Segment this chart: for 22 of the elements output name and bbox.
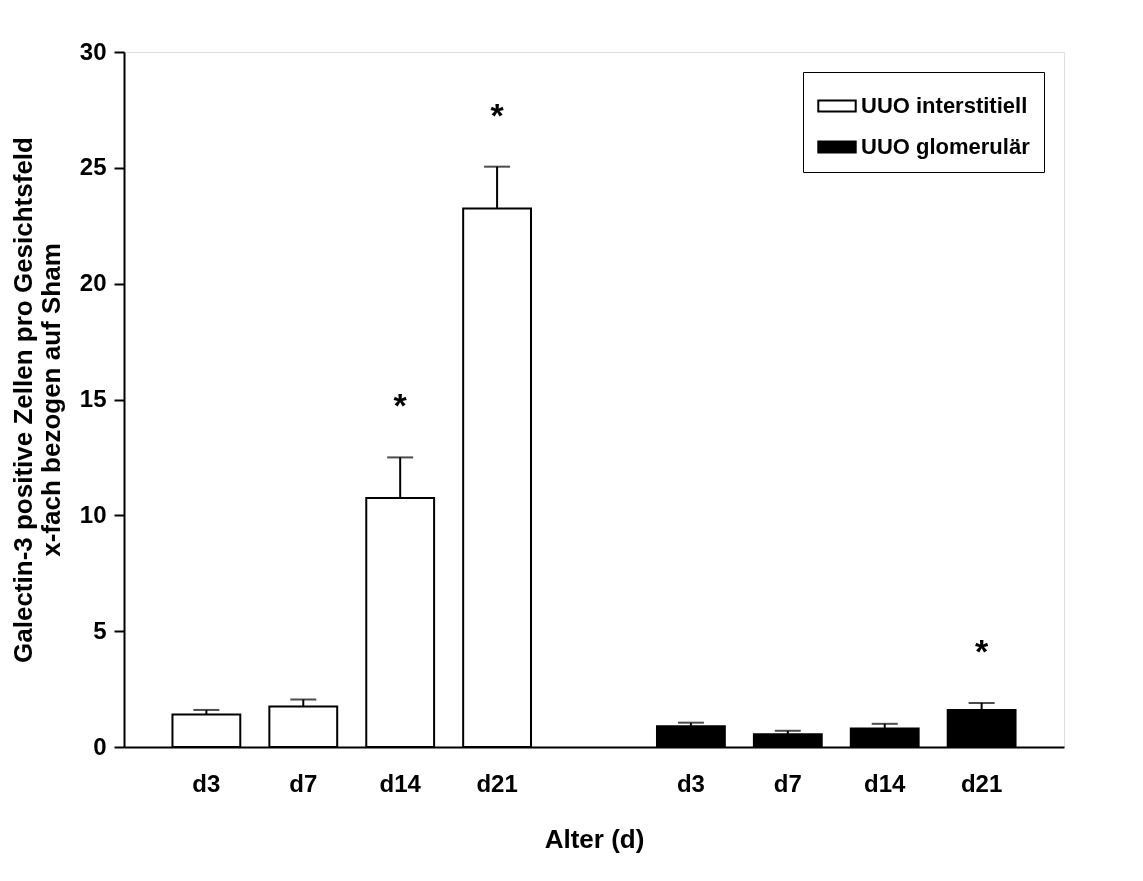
y-tick-label: 5 <box>93 616 107 644</box>
y-tick-label: 30 <box>79 37 107 65</box>
x-axis-title: Alter (d) <box>544 823 645 854</box>
data-label: * <box>393 386 408 425</box>
x-tick-label: d7 <box>289 769 318 797</box>
x-tick-label: d21 <box>476 769 518 797</box>
y-tick-label: 10 <box>79 500 107 528</box>
x-tick-label: d7 <box>773 769 802 797</box>
x-tick-label: d21 <box>960 769 1003 797</box>
x-tick-label: d14 <box>864 769 907 797</box>
x-tick-label: d3 <box>192 769 221 797</box>
x-tick-label: d14 <box>379 769 422 797</box>
legend-label: UUO interstitiell <box>861 93 1028 118</box>
y-tick-label: 15 <box>79 385 107 412</box>
legend-label: UUO glomerulär <box>861 134 1031 159</box>
y-tick-label: 25 <box>79 153 107 181</box>
y-tick-label: 20 <box>79 269 107 297</box>
y-axis-title: Galectin-3 positive Zellen pro Gesichtsfeld x-fach bezogen auf Sham <box>7 137 66 663</box>
y-tick-label: 0 <box>93 732 107 760</box>
data-label: * <box>490 95 505 134</box>
x-tick-label: d3 <box>676 769 705 797</box>
data-label: * <box>975 631 990 670</box>
